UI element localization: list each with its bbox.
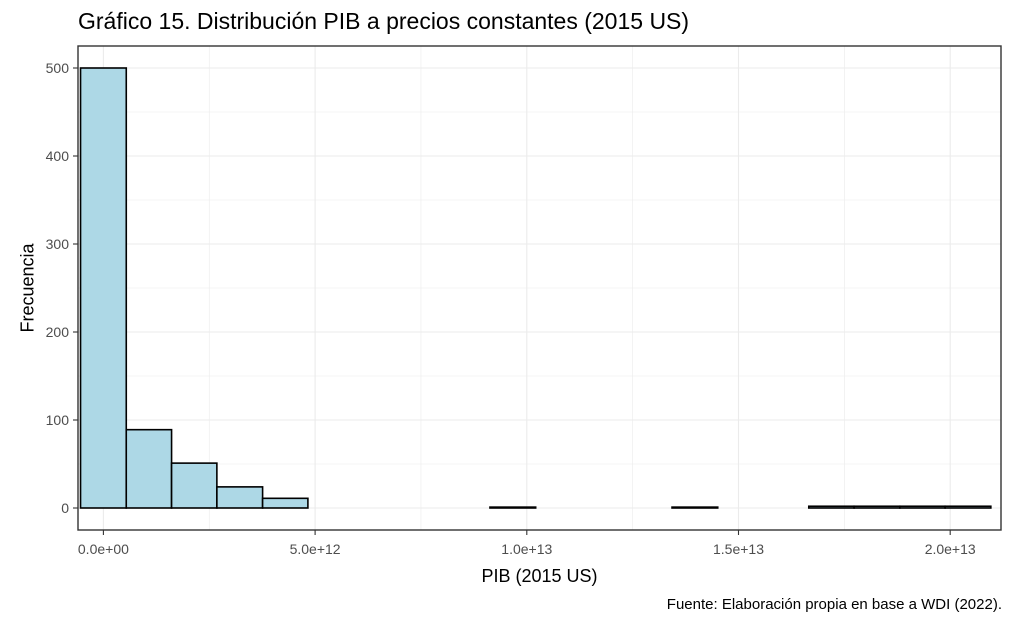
histogram-bar <box>853 505 901 509</box>
histogram-bar <box>807 505 855 509</box>
histogram-bar <box>170 462 218 509</box>
x-tick-label: 1.0e+13 <box>501 541 552 557</box>
y-tick-label: 400 <box>46 148 70 164</box>
histogram-bar <box>944 505 992 509</box>
y-axis-title: Frecuencia <box>17 242 37 332</box>
y-tick-label: 0 <box>61 500 69 516</box>
histogram-bar <box>489 506 537 509</box>
x-axis-ticks: 0.0e+00 5.0e+12 1.0e+13 1.5e+13 2.0e+13 <box>78 530 976 557</box>
histogram-bar <box>671 506 719 509</box>
histogram-bar <box>261 497 309 509</box>
chart-title: Gráfico 15. Distribución PIB a precios c… <box>78 8 690 34</box>
y-tick-label: 300 <box>46 236 70 252</box>
minor-gridlines <box>78 46 1001 530</box>
y-tick-label: 100 <box>46 412 70 428</box>
histogram-bar <box>79 67 128 509</box>
source-caption: Fuente: Elaboración propia en base a WDI… <box>666 596 1002 613</box>
y-tick-label: 200 <box>46 324 70 340</box>
x-tick-label: 1.5e+13 <box>713 541 764 557</box>
histogram-bar <box>216 486 264 509</box>
x-tick-label: 2.0e+13 <box>925 541 976 557</box>
y-axis-ticks: 0 100 200 300 400 500 <box>46 60 78 516</box>
histogram-bar <box>125 428 173 509</box>
histogram-bars <box>79 67 992 509</box>
x-tick-label: 5.0e+12 <box>290 541 341 557</box>
histogram-bar <box>899 505 946 509</box>
x-tick-label: 0.0e+00 <box>78 541 129 557</box>
y-tick-label: 500 <box>46 60 70 76</box>
plot-panel-border <box>77 45 1002 531</box>
x-axis-title: PIB (2015 US) <box>481 566 597 586</box>
